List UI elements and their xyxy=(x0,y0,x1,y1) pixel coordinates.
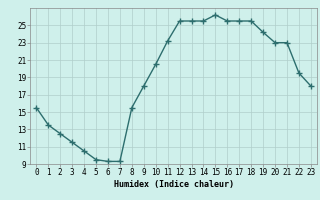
X-axis label: Humidex (Indice chaleur): Humidex (Indice chaleur) xyxy=(114,180,234,189)
